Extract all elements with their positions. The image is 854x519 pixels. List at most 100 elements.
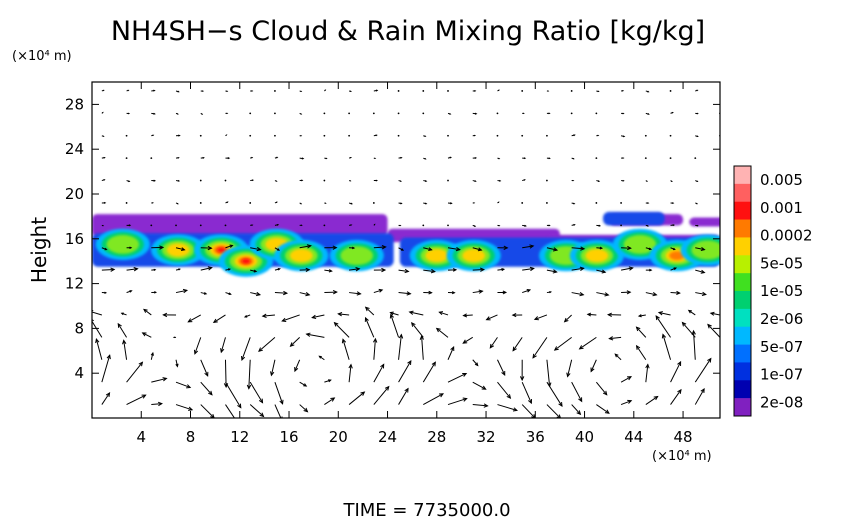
cloud-cell	[585, 249, 609, 263]
wind-vector-head	[180, 247, 186, 252]
wind-vector-head	[411, 321, 416, 327]
wind-vector-head	[400, 248, 405, 251]
wind-vector	[620, 376, 632, 383]
wind-vector-head	[648, 247, 653, 251]
wind-vector	[125, 157, 128, 160]
wind-vector	[422, 224, 425, 227]
wind-vector-head	[578, 345, 584, 350]
x-tick-label: 12	[230, 428, 249, 446]
wind-vector	[373, 364, 385, 383]
wind-vector	[421, 336, 424, 360]
wind-vector	[274, 292, 287, 294]
wind-vector-head	[129, 290, 133, 293]
wind-vector	[294, 359, 301, 372]
wind-vector	[595, 157, 598, 160]
wind-vector	[447, 346, 455, 360]
wind-vector	[472, 359, 479, 366]
wind-vector	[175, 381, 191, 388]
wind-vector-head	[332, 245, 338, 250]
wind-vector-head	[193, 349, 199, 355]
wind-vector-head	[325, 157, 328, 160]
wind-vector	[447, 179, 449, 182]
wind-vector-head	[498, 224, 501, 227]
wind-vector-head	[462, 372, 468, 377]
wind-vector	[224, 224, 227, 227]
wind-vector-head	[277, 248, 281, 251]
wind-vector-head	[691, 329, 696, 335]
wind-vector-head	[661, 333, 667, 339]
wind-vector-head	[637, 314, 642, 318]
wind-vector	[262, 314, 275, 317]
x-tick-label: 36	[526, 428, 545, 446]
wind-vector	[390, 312, 399, 316]
wind-vector-head	[590, 367, 595, 373]
wind-vector	[175, 247, 185, 251]
wind-vector-head	[566, 372, 571, 378]
wind-vector	[521, 381, 532, 404]
wind-vector	[323, 224, 326, 227]
wind-vector	[373, 338, 376, 360]
wind-vector	[342, 339, 350, 360]
wind-vector-head	[406, 291, 412, 296]
wind-vector	[521, 202, 524, 204]
wind-vector-head	[384, 385, 390, 391]
cloud-cell	[340, 246, 373, 266]
wind-vector-head	[707, 323, 712, 329]
wind-vector-head	[548, 112, 551, 115]
wind-vector-head	[506, 394, 512, 399]
wind-vector-head	[328, 379, 332, 383]
wind-vector-head	[586, 312, 592, 317]
colorbar-swatch	[734, 380, 751, 399]
y-tick-label: 4	[74, 364, 84, 382]
x-axis: 4 8 12 16 20 24 28 32 36 40 44 48	[136, 82, 693, 446]
wind-vector-head	[154, 291, 158, 294]
wind-vector-head	[360, 391, 366, 396]
wind-vector-head	[364, 306, 370, 312]
wind-vector-head	[501, 370, 506, 376]
wind-vector-head	[512, 407, 519, 412]
wind-vector	[324, 397, 335, 405]
wind-vector	[595, 202, 598, 204]
wind-vector	[472, 404, 488, 407]
wind-vector-head	[438, 393, 444, 398]
wind-vector-head	[474, 90, 477, 92]
wind-vector	[719, 247, 720, 249]
wind-vector	[694, 157, 697, 160]
wind-vector-head	[435, 327, 441, 333]
wind-vector-head	[258, 398, 264, 404]
wind-vector-head	[129, 246, 133, 249]
wind-vector-head	[301, 179, 304, 182]
wind-vector-head	[152, 134, 155, 137]
wind-vector	[636, 345, 647, 361]
wind-vector	[707, 324, 720, 338]
wind-vector	[248, 359, 251, 389]
y-tick-label: 8	[74, 319, 84, 337]
wind-vector-head	[220, 348, 225, 354]
wind-vector	[220, 337, 226, 353]
wind-vector	[199, 224, 202, 227]
wind-vector	[101, 392, 110, 405]
wind-vector-head	[597, 180, 601, 182]
wind-vector	[447, 224, 449, 227]
wind-vector-head	[182, 288, 189, 294]
wind-vector-head	[523, 157, 527, 160]
wind-vector	[126, 268, 138, 271]
wind-vector-head	[671, 111, 674, 114]
wind-vector	[249, 112, 252, 115]
wind-vector	[188, 314, 201, 323]
wind-vector-head	[676, 290, 681, 295]
wind-vector-head	[502, 290, 508, 295]
wind-vector	[447, 247, 460, 251]
y-axis-label: Height	[27, 217, 51, 283]
wind-vector	[719, 381, 720, 383]
wind-vector	[224, 179, 227, 182]
wind-vector-head	[431, 361, 436, 367]
wind-vector	[250, 292, 261, 296]
wind-vector	[655, 315, 671, 338]
cloud-cell	[241, 258, 251, 264]
wind-vector-head	[450, 202, 453, 205]
wind-vector	[522, 289, 531, 294]
wind-vector	[670, 389, 682, 405]
wind-vector-head	[117, 322, 122, 328]
colorbar-swatch	[734, 237, 751, 256]
